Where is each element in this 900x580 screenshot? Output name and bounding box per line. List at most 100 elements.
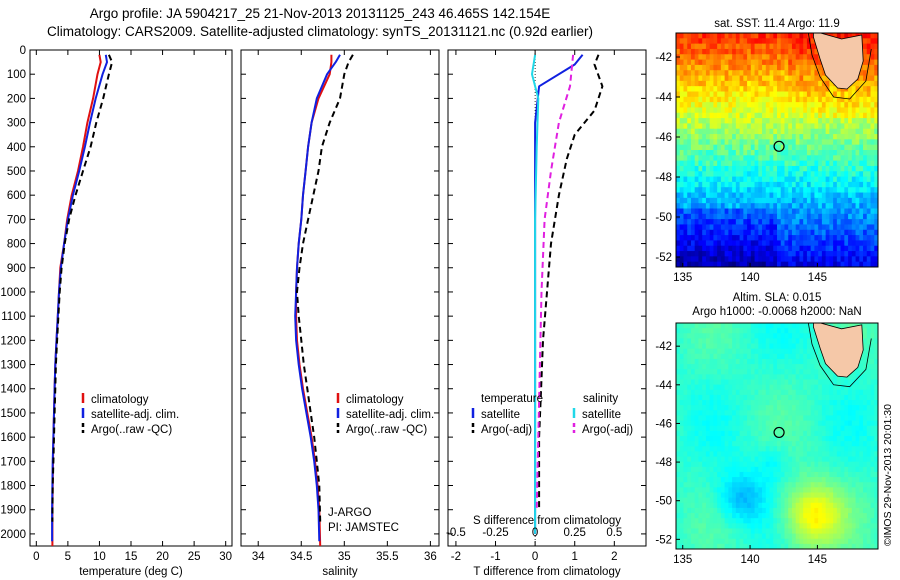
- map-cell: [780, 533, 786, 540]
- map-cell: [676, 405, 681, 411]
- map-cell: [732, 400, 737, 406]
- map-cell: [810, 471, 816, 478]
- map-cell: [728, 134, 733, 140]
- map-cell: [870, 518, 875, 524]
- map-cell: [810, 369, 816, 375]
- map-cell: [806, 107, 812, 114]
- map-cell: [829, 461, 834, 468]
- map-cell: [780, 171, 786, 178]
- map-cell: [799, 123, 804, 130]
- map-cell: [788, 176, 793, 183]
- map-cell: [724, 203, 729, 210]
- map-cell: [866, 192, 872, 199]
- map-cell: [724, 256, 729, 263]
- map-cell: [683, 224, 688, 231]
- map-cell: [788, 155, 793, 162]
- map-cell: [874, 328, 878, 334]
- map-cell: [803, 482, 808, 488]
- map-cell: [713, 441, 718, 447]
- map-cell: [724, 379, 729, 386]
- map-cell: [732, 224, 737, 231]
- map-cell: [821, 229, 827, 236]
- map-cell: [754, 123, 759, 130]
- map-cell: [728, 139, 733, 146]
- map-cell: [743, 543, 748, 549]
- map-cell: [705, 466, 711, 473]
- map-cell: [806, 456, 812, 463]
- map-cell: [799, 343, 804, 350]
- map-cell: [713, 107, 718, 114]
- map-cell: [732, 155, 737, 162]
- map-cell: [739, 187, 744, 194]
- map-cell: [694, 389, 700, 396]
- map-cell: [728, 245, 733, 252]
- map-cell: [773, 420, 778, 427]
- map-cell: [735, 224, 741, 231]
- map-cell: [829, 261, 834, 267]
- map-cell: [795, 128, 801, 135]
- map-cell: [679, 461, 685, 468]
- map-cell: [694, 364, 700, 370]
- map-cell: [679, 208, 685, 215]
- map-cell: [694, 197, 700, 204]
- map-cell: [679, 328, 685, 334]
- y-tick-label-13: 1300: [0, 360, 26, 372]
- map-cell: [870, 123, 875, 130]
- map-cell: [705, 48, 711, 55]
- map-cell: [705, 513, 711, 519]
- map-cell: [840, 420, 845, 427]
- map-cell: [705, 461, 711, 468]
- map-cell: [780, 54, 786, 61]
- map-cell: [683, 338, 688, 345]
- map-cell: [702, 502, 707, 509]
- map-cell: [732, 240, 737, 247]
- map-cell: [720, 64, 726, 71]
- map-cell: [750, 502, 756, 509]
- map-cell: [713, 43, 718, 50]
- y-tick-label-3: 300: [7, 118, 26, 130]
- map-cell: [728, 538, 733, 545]
- map-cell: [754, 415, 759, 422]
- map-cell: [791, 256, 797, 263]
- map-cell: [874, 213, 878, 220]
- map-cell: [739, 43, 744, 50]
- map-cell: [848, 513, 853, 519]
- map-cell: [848, 213, 853, 220]
- map-cell: [791, 369, 797, 375]
- map-cell: [866, 451, 872, 458]
- map-cell: [758, 543, 763, 549]
- map-cell: [728, 256, 733, 263]
- map-cell: [698, 75, 703, 82]
- map-cell: [694, 482, 700, 488]
- map-cell: [844, 436, 849, 442]
- map-cell: [762, 128, 767, 135]
- map-x-tick-label-2: 145: [808, 272, 827, 284]
- map-cell: [765, 181, 771, 188]
- map-cell: [676, 466, 681, 473]
- map-cell: [821, 492, 827, 499]
- map-cell: [874, 96, 878, 103]
- map-cell: [795, 389, 801, 396]
- map-cell: [762, 235, 767, 242]
- map-cell: [799, 219, 804, 226]
- map-cell: [690, 134, 696, 140]
- map-cell: [754, 538, 759, 545]
- map-cell: [694, 256, 700, 263]
- map-cell: [784, 33, 789, 39]
- map-cell: [855, 523, 860, 530]
- map-cell: [806, 229, 812, 236]
- map-cell: [705, 261, 711, 267]
- map-cell: [728, 165, 733, 172]
- map-cell: [874, 533, 878, 540]
- map-cell: [705, 112, 711, 119]
- map-cell: [806, 224, 812, 231]
- map-cell: [791, 123, 797, 130]
- map-cell: [735, 507, 741, 514]
- map-cell: [855, 96, 860, 103]
- map-cell: [683, 482, 688, 488]
- map-cell: [777, 430, 782, 437]
- map-cell: [833, 197, 838, 204]
- map-cell: [687, 507, 692, 514]
- map-cell: [844, 102, 849, 109]
